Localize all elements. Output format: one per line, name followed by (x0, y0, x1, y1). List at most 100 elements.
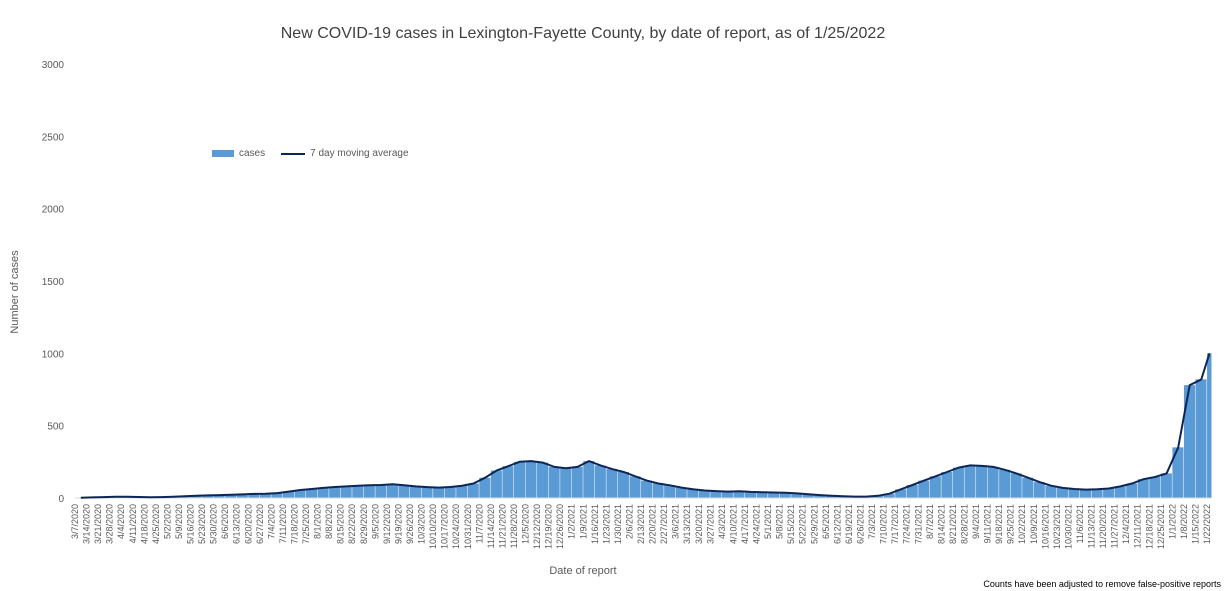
bar-cases (1137, 479, 1149, 498)
bar-cases (271, 493, 283, 498)
x-tick-label: 12/18/2021 (1144, 504, 1154, 549)
x-tick-label: 4/18/2020 (139, 504, 149, 544)
x-tick-label: 8/8/2020 (324, 504, 334, 539)
x-tick-label: 7/24/2021 (902, 504, 912, 544)
x-tick-label: 9/11/2021 (983, 504, 993, 543)
x-tick-label: 11/7/2020 (474, 504, 484, 543)
bar-cases (375, 484, 387, 498)
x-tick-label: 5/23/2020 (197, 504, 207, 544)
x-tick-label: 3/27/2021 (705, 504, 715, 544)
x-tick-label: 12/25/2021 (1156, 504, 1166, 549)
x-tick-label: 2/20/2021 (648, 504, 658, 544)
bar-cases (421, 487, 433, 498)
x-tick-label: 4/3/2021 (717, 504, 727, 539)
x-tick-label: 11/14/2020 (486, 504, 496, 548)
x-tick-label: 8/14/2021 (936, 504, 946, 544)
bar-cases (641, 480, 653, 498)
bar-cases (479, 477, 491, 498)
x-tick-label: 7/18/2020 (289, 504, 299, 544)
x-tick-label: 11/13/2021 (1087, 504, 1097, 548)
bar-cases (525, 461, 537, 498)
bar-cases (1183, 385, 1195, 498)
x-tick-label: 1/30/2021 (613, 504, 623, 544)
x-tick-label: 10/30/2021 (1063, 504, 1073, 549)
footnote: Counts have been adjusted to remove fals… (983, 579, 1221, 589)
bar-cases (1160, 473, 1172, 498)
bar-cases (548, 466, 560, 498)
legend-label-cases: cases (239, 148, 266, 159)
x-tick-label: 6/27/2020 (255, 504, 265, 544)
x-tick-label: 1/22/2022 (1202, 504, 1212, 544)
x-tick-label: 12/19/2020 (544, 504, 554, 549)
x-tick-label: 7/4/2020 (266, 504, 276, 539)
bar-cases (317, 487, 329, 498)
x-tick-label: 7/3/2021 (867, 504, 877, 539)
x-tick-label: 7/11/2020 (278, 504, 288, 543)
bar-cases (490, 470, 502, 498)
x-tick-label: 4/11/2020 (128, 504, 138, 543)
bar-cases (814, 495, 826, 498)
bar-cases (1195, 379, 1207, 498)
x-tick-label: 4/4/2020 (116, 504, 126, 539)
chart-title: New COVID-19 cases in Lexington-Fayette … (280, 25, 886, 42)
bar-cases (964, 465, 976, 498)
bar-cases (987, 466, 999, 498)
x-tick-label: 3/6/2021 (671, 504, 681, 539)
x-tick-label: 3/20/2021 (694, 504, 704, 544)
bar-cases (583, 461, 595, 498)
x-tick-label: 5/15/2021 (786, 504, 796, 544)
bar-cases (1068, 489, 1080, 498)
bar-cases (606, 469, 618, 498)
bar-cases (329, 487, 341, 498)
x-tick-label: 4/24/2021 (752, 504, 762, 544)
bar-cases (617, 471, 629, 498)
bar-cases (825, 495, 837, 498)
bar-cases (675, 487, 687, 498)
bar-cases (768, 492, 780, 498)
bar-cases (629, 476, 641, 498)
x-tick-label: 4/17/2021 (740, 504, 750, 544)
x-tick-label: 8/21/2021 (948, 504, 958, 544)
bar-cases (779, 492, 791, 498)
x-tick-label: 5/16/2020 (186, 504, 196, 544)
x-tick-label: 10/17/2020 (440, 504, 450, 549)
x-tick-label: 3/7/2020 (70, 504, 80, 539)
bar-cases (363, 485, 375, 498)
bar-cases (687, 489, 699, 498)
x-tick-label: 9/4/2021 (971, 504, 981, 539)
x-tick-label: 6/26/2021 (856, 504, 866, 544)
bar-cases (398, 485, 410, 498)
bar-cases (802, 494, 814, 498)
bar-cases (513, 461, 526, 498)
x-tick-label: 12/12/2020 (532, 504, 542, 549)
bar-cases (560, 468, 572, 498)
bar-cases (352, 485, 364, 498)
x-tick-label: 11/6/2021 (1075, 504, 1085, 543)
x-tick-label: 8/28/2021 (959, 504, 969, 544)
bar-cases (1033, 482, 1045, 498)
x-tick-label: 1/1/2022 (1167, 504, 1177, 539)
bar-cases (340, 486, 352, 498)
bar-cases (733, 491, 745, 498)
x-tick-label: 10/23/2021 (1052, 504, 1062, 549)
x-tick-label: 9/25/2021 (1006, 504, 1016, 544)
bar-cases (918, 480, 930, 498)
legend-swatch-cases (212, 150, 234, 157)
x-tick-label: 3/28/2020 (105, 504, 115, 544)
bar-cases (1010, 473, 1022, 498)
bar-cases (306, 489, 318, 498)
x-tick-label: 8/7/2021 (925, 504, 935, 539)
legend: cases 7 day moving average (212, 148, 409, 159)
x-tick-label: 8/22/2020 (347, 504, 357, 544)
x-tick-label: 7/31/2021 (913, 504, 923, 544)
x-tick-label: 5/8/2021 (775, 504, 785, 539)
x-tick-label: 3/13/2021 (682, 504, 692, 544)
y-tick-label: 1500 (42, 277, 65, 288)
bar-cases (1149, 477, 1161, 498)
bar-cases (1207, 353, 1212, 498)
x-tick-label: 10/16/2021 (1040, 504, 1050, 549)
bar-cases (594, 465, 606, 498)
x-tick-label: 12/11/2021 (1133, 504, 1143, 548)
x-tick-label: 1/8/2022 (1179, 504, 1189, 539)
